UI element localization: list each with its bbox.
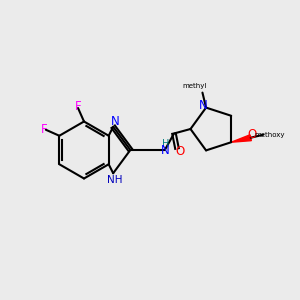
Text: N: N [111, 115, 120, 128]
Text: F: F [75, 100, 81, 113]
Text: methyl: methyl [183, 83, 207, 89]
Text: F: F [41, 123, 48, 136]
Polygon shape [231, 135, 251, 142]
Text: N: N [199, 99, 208, 112]
Text: NH: NH [107, 175, 122, 185]
Text: N: N [161, 143, 170, 157]
Text: O: O [176, 145, 184, 158]
Text: O: O [248, 128, 257, 141]
Text: H: H [162, 139, 169, 149]
Text: methoxy: methoxy [254, 132, 285, 138]
